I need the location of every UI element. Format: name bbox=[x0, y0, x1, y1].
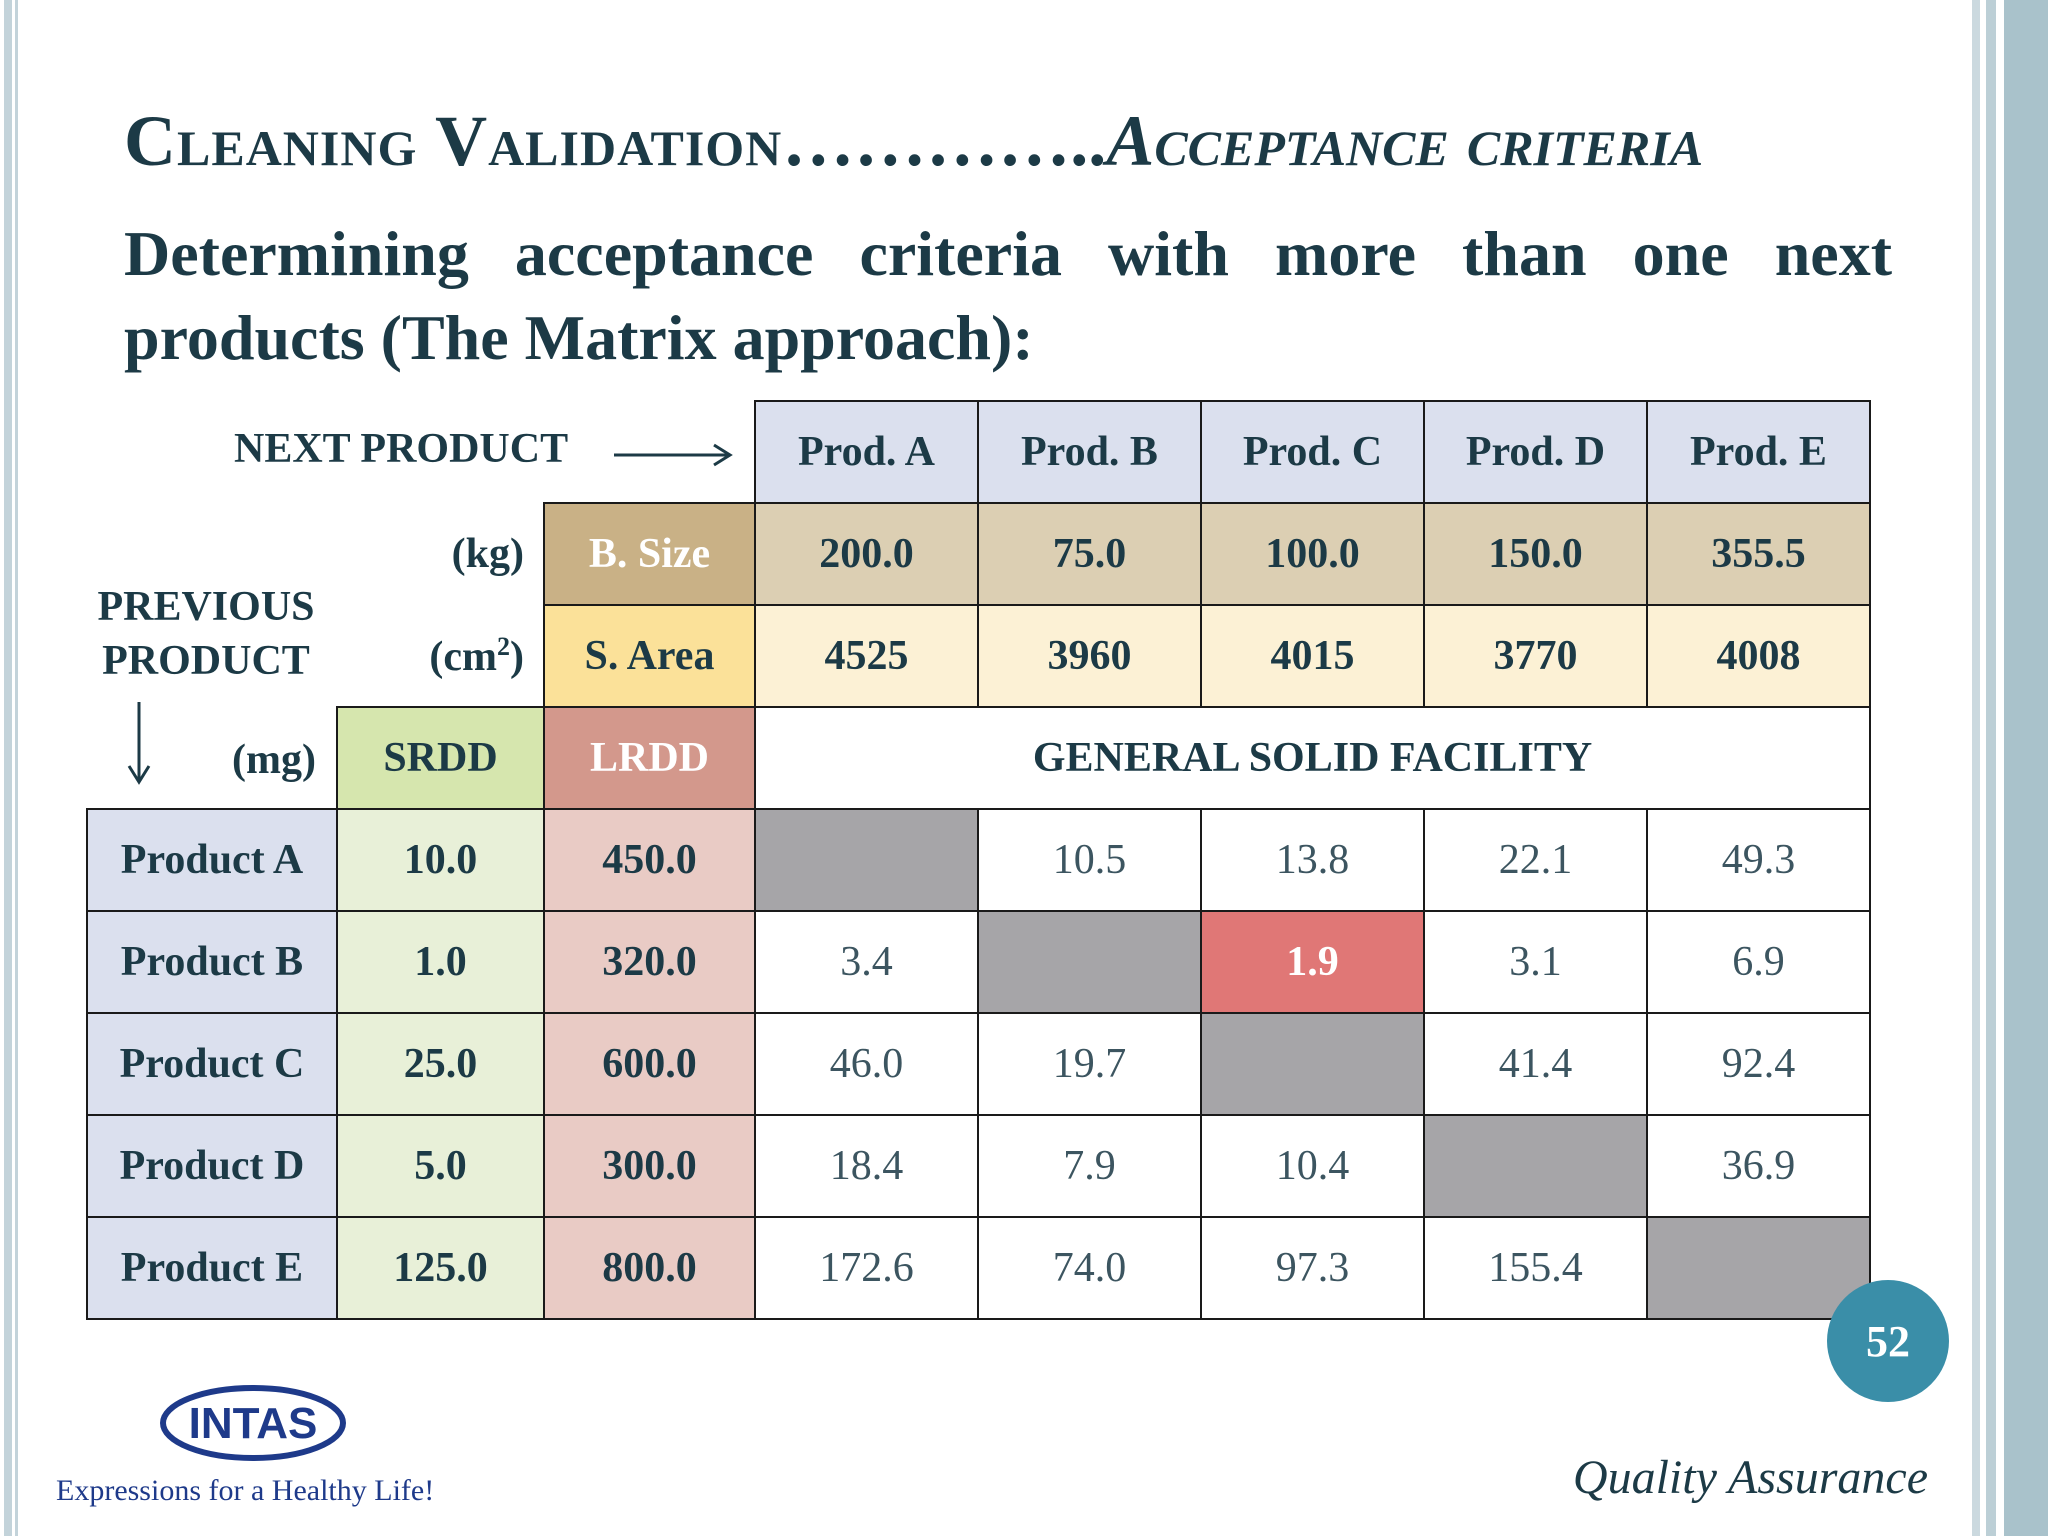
next-product-header: Prod. C bbox=[1200, 400, 1425, 504]
title-main: Cleaning Validation bbox=[124, 101, 783, 181]
matrix-value-cell: 97.3 bbox=[1200, 1216, 1425, 1320]
matrix-value-cell: 10.5 bbox=[977, 808, 1202, 912]
batch-size-cell: 200.0 bbox=[754, 502, 979, 606]
surface-area-cell: 3770 bbox=[1423, 604, 1648, 708]
unit-kg: (kg) bbox=[451, 531, 524, 577]
matrix-value-cell: 3.4 bbox=[754, 910, 979, 1014]
down-arrow-icon bbox=[127, 702, 151, 785]
lrdd-cell: 450.0 bbox=[543, 808, 756, 912]
srdd-cell: 1.0 bbox=[336, 910, 545, 1014]
previous-product-row-header: Product D bbox=[86, 1114, 338, 1218]
srdd-cell: 25.0 bbox=[336, 1012, 545, 1116]
matrix-diagonal-cell bbox=[977, 910, 1202, 1014]
srdd-header: SRDD bbox=[336, 706, 545, 810]
srdd-cell: 10.0 bbox=[336, 808, 545, 912]
title-sub: Acceptance criteria bbox=[1106, 101, 1704, 181]
slide-title: Cleaning Validation…………..Acceptance crit… bbox=[124, 100, 1924, 183]
matrix-diagonal-cell bbox=[1200, 1012, 1425, 1116]
matrix-value-cell: 3.1 bbox=[1423, 910, 1648, 1014]
right-arrow-icon bbox=[614, 443, 733, 467]
matrix-value-cell: 41.4 bbox=[1423, 1012, 1648, 1116]
surface-area-cell: 4008 bbox=[1646, 604, 1871, 708]
next-product-header: Prod. D bbox=[1423, 400, 1648, 504]
next-product-header: Prod. A bbox=[754, 400, 979, 504]
matrix-diagonal-cell bbox=[754, 808, 979, 912]
right-decorative-border bbox=[1966, 0, 2048, 1536]
batch-size-cell: 150.0 bbox=[1423, 502, 1648, 606]
lrdd-cell: 320.0 bbox=[543, 910, 756, 1014]
matrix-value-cell: 19.7 bbox=[977, 1012, 1202, 1116]
lrdd-cell: 600.0 bbox=[543, 1012, 756, 1116]
company-tagline: Expressions for a Healthy Life! bbox=[56, 1474, 435, 1507]
surface-area-cell: 4525 bbox=[754, 604, 979, 708]
surface-area-label: S. Area bbox=[543, 604, 756, 708]
unit-mg: (mg) bbox=[232, 737, 316, 783]
title-dots: ………….. bbox=[782, 101, 1107, 181]
slide-subtitle: Determining acceptance criteria with mor… bbox=[124, 218, 1892, 373]
footer-quality-assurance: Quality Assurance bbox=[1572, 1451, 1928, 1504]
next-product-header: Prod. E bbox=[1646, 400, 1871, 504]
matrix-value-cell: 92.4 bbox=[1646, 1012, 1871, 1116]
previous-product-row-header: Product C bbox=[86, 1012, 338, 1116]
previous-product-row-header: Product B bbox=[86, 910, 338, 1014]
matrix-value-cell: 172.6 bbox=[754, 1216, 979, 1320]
matrix-value-cell: 74.0 bbox=[977, 1216, 1202, 1320]
matrix-lowest-value-cell: 1.9 bbox=[1200, 910, 1425, 1014]
surface-area-cell: 3960 bbox=[977, 604, 1202, 708]
previous-product-row-header: Product E bbox=[86, 1216, 338, 1320]
srdd-cell: 5.0 bbox=[336, 1114, 545, 1218]
previous-product-line2: PRODUCT bbox=[102, 638, 310, 684]
matrix-value-cell: 13.8 bbox=[1200, 808, 1425, 912]
intas-logo: INTAS bbox=[160, 1385, 346, 1461]
surface-area-cell: 4015 bbox=[1200, 604, 1425, 708]
next-product-label: NEXT PRODUCT bbox=[234, 426, 569, 472]
lrdd-cell: 800.0 bbox=[543, 1216, 756, 1320]
matrix-diagonal-cell bbox=[1646, 1216, 1871, 1320]
matrix-value-cell: 7.9 bbox=[977, 1114, 1202, 1218]
lrdd-cell: 300.0 bbox=[543, 1114, 756, 1218]
matrix-diagonal-cell bbox=[1423, 1114, 1648, 1218]
svg-text:INTAS: INTAS bbox=[189, 1399, 318, 1448]
next-product-header: Prod. B bbox=[977, 400, 1202, 504]
matrix-value-cell: 22.1 bbox=[1423, 808, 1648, 912]
page-number-badge: 52 bbox=[1827, 1280, 1949, 1402]
lrdd-header: LRDD bbox=[543, 706, 756, 810]
previous-product-row-header: Product A bbox=[86, 808, 338, 912]
previous-product-label: PREVIOUS PRODUCT bbox=[86, 580, 326, 688]
matrix-value-cell: 10.4 bbox=[1200, 1114, 1425, 1218]
batch-size-cell: 75.0 bbox=[977, 502, 1202, 606]
srdd-cell: 125.0 bbox=[336, 1216, 545, 1320]
previous-product-line1: PREVIOUS bbox=[97, 584, 315, 630]
batch-size-cell: 355.5 bbox=[1646, 502, 1871, 606]
matrix-value-cell: 49.3 bbox=[1646, 808, 1871, 912]
batch-size-cell: 100.0 bbox=[1200, 502, 1425, 606]
left-decorative-border bbox=[0, 0, 22, 1536]
batch-size-label: B. Size bbox=[543, 502, 756, 606]
unit-cm2: (cm2) bbox=[429, 632, 524, 680]
matrix-value-cell: 6.9 bbox=[1646, 910, 1871, 1014]
matrix-value-cell: 36.9 bbox=[1646, 1114, 1871, 1218]
matrix-value-cell: 155.4 bbox=[1423, 1216, 1648, 1320]
matrix-value-cell: 46.0 bbox=[754, 1012, 979, 1116]
facility-header: GENERAL SOLID FACILITY bbox=[754, 706, 1871, 810]
matrix-value-cell: 18.4 bbox=[754, 1114, 979, 1218]
